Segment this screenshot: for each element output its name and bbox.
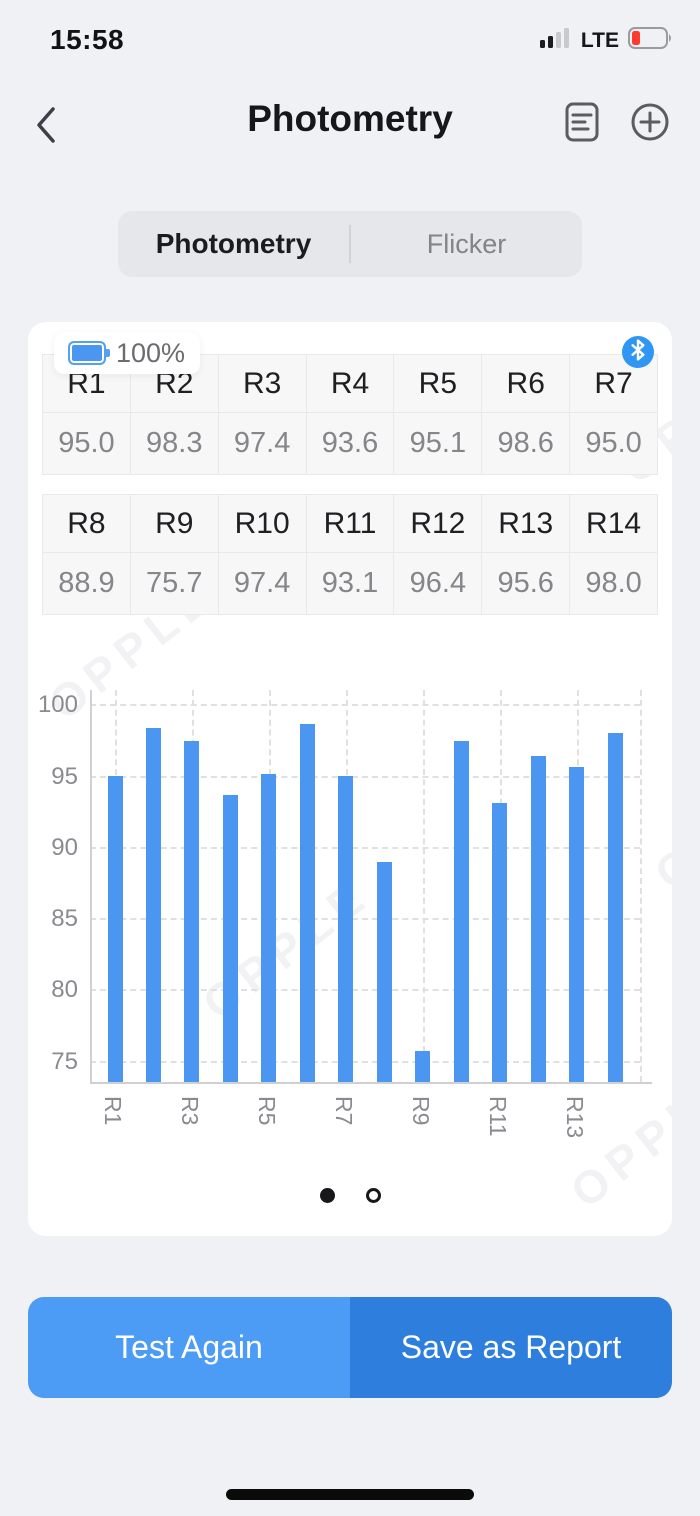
- chart-bar: [107, 775, 123, 1082]
- gridline-horizontal: [90, 704, 640, 707]
- gridline-vertical: [422, 690, 425, 1082]
- table-value-cell: 98.3: [130, 413, 219, 475]
- cri-table-r1-r7: R1 R2 R3 R4 R5 R6 R7 95.0 98.3 97.4 93.6 95.1 98.6 95…: [42, 354, 658, 475]
- gridline-horizontal: [90, 918, 640, 921]
- page-indicator: [28, 1188, 672, 1203]
- document-icon: [564, 101, 600, 148]
- table-header-cell: R10: [218, 495, 307, 553]
- bottom-action-bar: Test Again Save as Report: [28, 1297, 672, 1398]
- y-axis-tick-label: 85: [51, 905, 78, 933]
- status-icons: LTE: [539, 26, 674, 55]
- gridline-horizontal: [90, 846, 640, 849]
- chevron-left-icon: [35, 106, 57, 149]
- table-header-cell: R14: [570, 495, 658, 553]
- chart-bar: [145, 728, 161, 1082]
- chart-bar: [184, 741, 200, 1082]
- chart-bar: [415, 1050, 431, 1082]
- table-value-cell: 95.6: [482, 553, 571, 615]
- chart-bar: [222, 795, 238, 1082]
- tab-photometry[interactable]: Photometry: [155, 228, 312, 259]
- table-header-cell: R8: [43, 495, 131, 553]
- table-value-cell: 97.4: [218, 553, 307, 615]
- results-card: OPPLE OPPLE OPPLE OPPLE OPPLE R1R2R3R4R5…: [28, 322, 672, 1236]
- nav-actions: [562, 102, 670, 146]
- network-type-label: LTE: [580, 28, 619, 52]
- bluetooth-icon: [630, 338, 646, 366]
- table-header-cell: R12: [394, 495, 483, 553]
- x-axis-tick-label: R11: [484, 1096, 511, 1137]
- table-value-cell: 98.6: [482, 413, 571, 475]
- table-value-cell: 95.0: [570, 413, 658, 475]
- table-value-cell: 96.4: [394, 553, 483, 615]
- cri-bar-chart: 75 80 85 90 95 100 R1 R3 R5 R7 R9 R11 R13: [28, 674, 672, 1144]
- chart-bar: [338, 775, 354, 1082]
- table-value-cell: 95.0: [43, 413, 131, 475]
- table-header-cell: R4: [306, 355, 395, 413]
- table-header-cell: R11: [306, 495, 395, 553]
- y-axis-line: [90, 690, 92, 1082]
- gridline-horizontal: [90, 1060, 640, 1063]
- y-axis-tick-label: 95: [51, 762, 78, 790]
- plus-circle-icon: [630, 102, 670, 147]
- table-value-cell: 95.1: [394, 413, 483, 475]
- x-axis-tick-label: R5: [253, 1096, 280, 1126]
- page-dot-1[interactable]: [319, 1188, 335, 1203]
- gridline-vertical: [640, 690, 642, 1082]
- table-value-cell: 93.6: [306, 413, 395, 475]
- bluetooth-status-button[interactable]: [622, 336, 654, 368]
- tab-flicker[interactable]: Flicker: [426, 228, 507, 259]
- back-button[interactable]: [26, 106, 66, 148]
- nav-bar: Photometry: [0, 96, 700, 158]
- segment-divider: [349, 225, 351, 263]
- y-axis-tick-label: 90: [51, 833, 78, 861]
- table-value-cell: 98.0: [570, 553, 658, 615]
- add-button[interactable]: [630, 102, 670, 146]
- battery-full-icon: [68, 341, 110, 365]
- chart-bar: [607, 732, 623, 1082]
- x-axis-tick-label: R13: [561, 1096, 588, 1139]
- table-value-cell: 75.7: [130, 553, 219, 615]
- save-as-report-button[interactable]: Save as Report: [350, 1297, 672, 1398]
- table-header-cell: R13: [482, 495, 571, 553]
- report-list-button[interactable]: [562, 102, 602, 146]
- table-value-cell: 93.1: [306, 553, 395, 615]
- x-axis-tick-label: R7: [330, 1096, 357, 1126]
- table-value-cell: 88.9: [43, 553, 131, 615]
- x-axis-tick-label: R1: [100, 1096, 126, 1126]
- device-battery-label: 100%: [116, 337, 186, 368]
- page-dot-2[interactable]: [365, 1188, 381, 1203]
- x-axis-tick-label: R3: [176, 1096, 203, 1126]
- signal-strength-icon: [539, 27, 572, 54]
- chart-bar: [453, 741, 469, 1082]
- chart-bar: [492, 802, 508, 1082]
- status-bar: 15:58 LTE: [0, 24, 700, 60]
- test-again-button[interactable]: Test Again: [28, 1297, 350, 1398]
- gridline-horizontal: [90, 989, 640, 992]
- table-header-cell: R3: [218, 355, 307, 413]
- chart-bar: [376, 862, 392, 1082]
- chart-bar: [261, 774, 277, 1082]
- y-axis-tick-label: 75: [51, 1047, 78, 1075]
- device-battery-badge: 100%: [54, 332, 200, 374]
- page-title: Photometry: [247, 98, 453, 139]
- table-header-cell: R5: [394, 355, 483, 413]
- chart-bar: [530, 755, 546, 1082]
- x-axis-line: [90, 1082, 652, 1084]
- table-header-cell: R9: [130, 495, 219, 553]
- battery-low-icon: [628, 26, 674, 55]
- x-axis-tick-label: R9: [407, 1096, 434, 1126]
- chart-bar: [299, 724, 315, 1082]
- table-header-cell: R6: [482, 355, 571, 413]
- y-axis-tick-label: 100: [37, 691, 78, 719]
- status-time: 15:58: [50, 24, 125, 55]
- table-value-cell: 97.4: [218, 413, 307, 475]
- gridline-horizontal: [90, 775, 640, 778]
- cri-table-r8-r14: R8 R9 R10 R11 R12 R13 R14 88.9 75.7 97.4 93.1 96.4 9…: [42, 494, 658, 615]
- home-indicator[interactable]: [226, 1489, 474, 1500]
- y-axis-tick-label: 80: [51, 976, 78, 1004]
- chart-bar: [569, 766, 585, 1082]
- mode-segmented-control: Photometry Flicker: [118, 211, 582, 277]
